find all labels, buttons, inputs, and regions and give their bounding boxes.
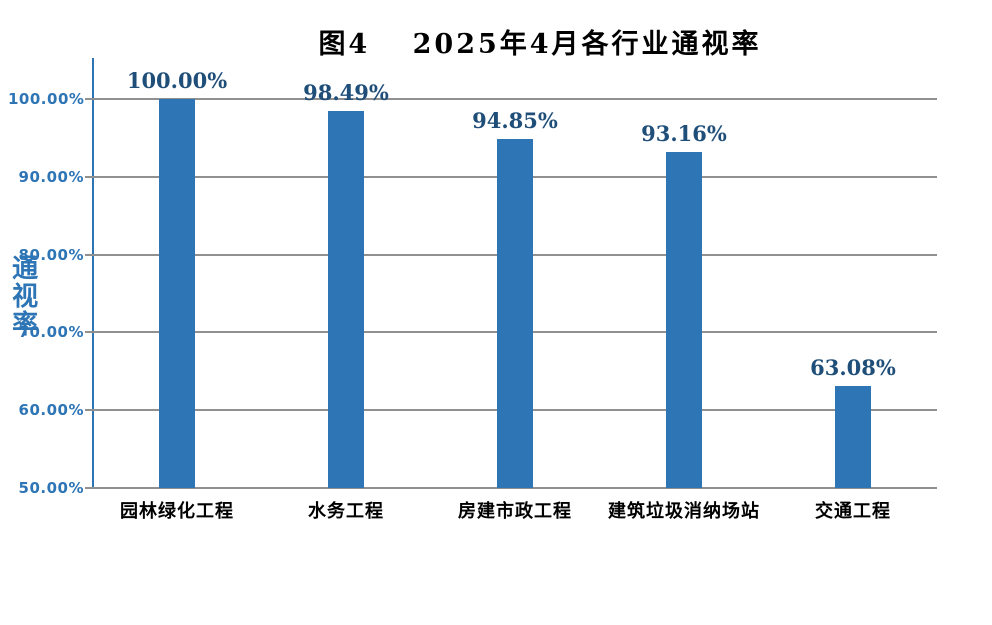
y-tick-label: 50.00% [18, 479, 84, 497]
bar-交通工程 [835, 386, 871, 488]
category-label-交通工程: 交通工程 [815, 501, 891, 522]
bar-园林绿化工程 [159, 99, 195, 488]
chart-title: 图4 2025年4月各行业通视率 [318, 29, 762, 60]
bar-房建市政工程 [497, 139, 533, 488]
y-tick-label: 60.00% [18, 401, 84, 419]
bar-水务工程 [328, 111, 364, 488]
category-label-建筑垃圾消纳场站: 建筑垃圾消纳场站 [608, 501, 760, 522]
y-axis-line [92, 58, 94, 488]
data-label-水务工程: 98.49% [303, 80, 389, 105]
y-axis-tick [85, 487, 94, 489]
y-axis-tick [85, 409, 94, 411]
gridline-50.00% [93, 487, 937, 489]
category-label-房建市政工程: 房建市政工程 [458, 501, 572, 522]
data-label-交通工程: 63.08% [810, 355, 896, 380]
y-axis-tick [85, 331, 94, 333]
y-axis-tick [85, 98, 94, 100]
y-tick-label: 80.00% [18, 246, 84, 264]
y-tick-label: 100.00% [8, 90, 85, 108]
data-label-园林绿化工程: 100.00% [126, 68, 228, 93]
y-axis-tick [85, 176, 94, 178]
bar-建筑垃圾消纳场站 [666, 152, 702, 488]
data-label-建筑垃圾消纳场站: 93.16% [641, 121, 727, 146]
y-axis-title: 通视率 [7, 254, 38, 338]
y-axis-tick [85, 254, 94, 256]
category-label-水务工程: 水务工程 [308, 501, 384, 522]
y-tick-label: 90.00% [18, 168, 84, 186]
data-label-房建市政工程: 94.85% [472, 108, 558, 133]
y-tick-label: 70.00% [18, 323, 84, 341]
category-label-园林绿化工程: 园林绿化工程 [120, 501, 234, 522]
gridline-100.00% [93, 98, 937, 100]
